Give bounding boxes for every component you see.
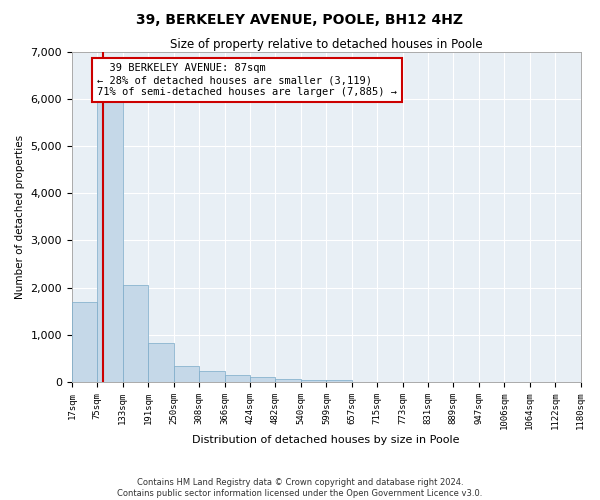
Title: Size of property relative to detached houses in Poole: Size of property relative to detached ho…	[170, 38, 482, 51]
Text: 39 BERKELEY AVENUE: 87sqm
← 28% of detached houses are smaller (3,119)
71% of se: 39 BERKELEY AVENUE: 87sqm ← 28% of detac…	[97, 64, 397, 96]
Bar	[224, 376, 250, 382]
Bar	[174, 366, 199, 382]
Bar	[72, 302, 97, 382]
Bar	[199, 371, 224, 382]
Bar	[326, 380, 352, 382]
Bar	[122, 286, 148, 382]
Y-axis label: Number of detached properties: Number of detached properties	[15, 135, 25, 299]
Bar	[301, 380, 326, 382]
Bar	[148, 344, 174, 382]
Text: 39, BERKELEY AVENUE, POOLE, BH12 4HZ: 39, BERKELEY AVENUE, POOLE, BH12 4HZ	[137, 12, 464, 26]
Text: Contains HM Land Registry data © Crown copyright and database right 2024.
Contai: Contains HM Land Registry data © Crown c…	[118, 478, 482, 498]
Bar	[250, 378, 275, 382]
Bar	[97, 94, 122, 382]
X-axis label: Distribution of detached houses by size in Poole: Distribution of detached houses by size …	[193, 435, 460, 445]
Bar	[275, 379, 301, 382]
